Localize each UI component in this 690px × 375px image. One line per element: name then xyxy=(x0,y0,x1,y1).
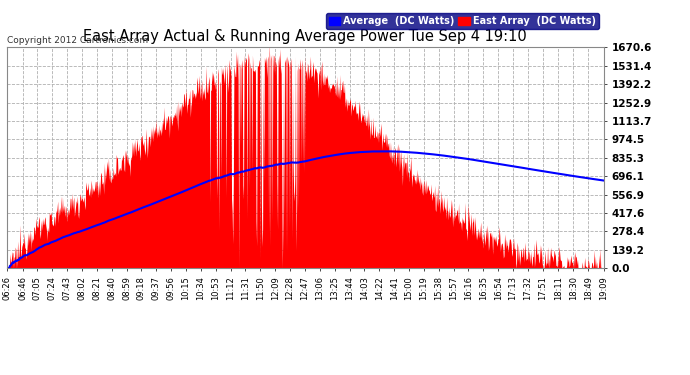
Legend: Average  (DC Watts), East Array  (DC Watts): Average (DC Watts), East Array (DC Watts… xyxy=(326,13,599,29)
Text: Copyright 2012 Cartronics.com: Copyright 2012 Cartronics.com xyxy=(7,36,148,45)
Title: East Array Actual & Running Average Power Tue Sep 4 19:10: East Array Actual & Running Average Powe… xyxy=(83,29,527,44)
